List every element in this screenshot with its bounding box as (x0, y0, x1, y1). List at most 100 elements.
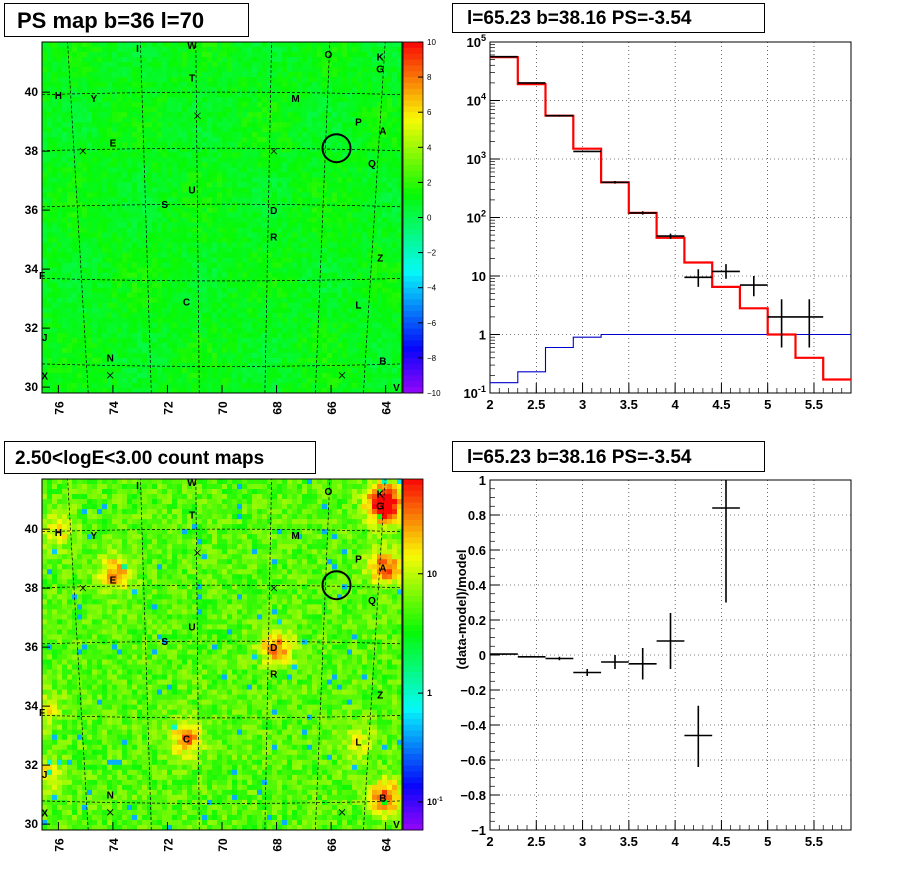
map-cell (192, 282, 198, 289)
map-cell (72, 62, 78, 68)
map-cell (152, 82, 158, 88)
map-cell (167, 232, 173, 238)
map-cell (172, 87, 178, 93)
map-cell (52, 172, 58, 178)
map-cell (97, 287, 103, 294)
map-cell (257, 312, 263, 319)
map-cell (192, 112, 198, 118)
map-cell (322, 347, 328, 354)
map-cell (137, 357, 143, 364)
map-cell (302, 217, 308, 223)
map-cell (137, 282, 143, 289)
map-cell (257, 272, 263, 279)
map-cell (242, 292, 248, 299)
map-cell (167, 362, 173, 369)
map-cell (197, 182, 203, 188)
map-cell (372, 212, 378, 218)
map-cell (117, 52, 123, 58)
map-cell (292, 52, 298, 58)
map-cell (172, 207, 178, 213)
map-cell (282, 47, 288, 53)
map-cell (162, 367, 168, 374)
map-cell (72, 197, 78, 203)
map-cell (267, 297, 273, 304)
map-cell (57, 322, 63, 329)
map-cell (272, 107, 278, 113)
map-cell (347, 167, 353, 173)
map-cell (202, 47, 208, 53)
map-cell (217, 177, 223, 183)
map-cell (317, 337, 323, 344)
map-cell (257, 367, 263, 374)
map-cell (257, 77, 263, 83)
map-cell (222, 307, 228, 314)
map-cell (212, 357, 218, 364)
map-cell (322, 382, 328, 389)
map-cell (312, 352, 318, 359)
map-cell (117, 137, 123, 143)
map-cell (167, 237, 173, 243)
map-cell (342, 57, 348, 63)
map-cell (247, 297, 253, 304)
map-cell (52, 297, 58, 304)
map-cell (232, 302, 238, 309)
map-cell (62, 257, 68, 264)
map-cell (182, 242, 188, 248)
map-cell (387, 127, 393, 133)
map-cell (192, 312, 198, 319)
map-cell (162, 192, 168, 198)
map-cell (112, 352, 118, 359)
map-cell (362, 332, 368, 339)
map-cell (42, 272, 48, 279)
map-cell (252, 332, 258, 339)
map-cell (187, 162, 193, 168)
map-cell (72, 207, 78, 213)
map-cell (337, 277, 343, 284)
map-cell (257, 252, 263, 259)
map-cell (277, 352, 283, 359)
map-cell (262, 212, 268, 218)
map-cell (87, 117, 93, 123)
map-cell (282, 297, 288, 304)
map-cell (257, 247, 263, 253)
map-cell (237, 287, 243, 294)
map-cell (167, 87, 173, 93)
map-cell (307, 52, 313, 58)
map-cell (352, 82, 358, 88)
map-cell (217, 287, 223, 294)
map-cell (377, 357, 383, 364)
map-cell (387, 322, 393, 329)
map-cell (87, 352, 93, 359)
map-cell (302, 127, 308, 133)
map-cell (197, 222, 203, 228)
map-cell (142, 197, 148, 203)
map-cell (212, 317, 218, 324)
map-cell (377, 302, 383, 309)
map-cell (257, 282, 263, 289)
map-cell (152, 247, 158, 253)
map-cell (347, 57, 353, 63)
map-cell (42, 227, 48, 233)
map-cell (132, 162, 138, 168)
map-cell (332, 62, 338, 68)
map-cell (162, 362, 168, 369)
map-cell (202, 122, 208, 128)
map-cell (107, 282, 113, 289)
map-cell (187, 92, 193, 98)
map-cell (167, 132, 173, 138)
map-cell (322, 67, 328, 73)
map-cell (332, 107, 338, 113)
map-cell (122, 102, 128, 108)
map-cell (342, 207, 348, 213)
map-cell (192, 262, 198, 269)
map-cell (257, 177, 263, 183)
map-cell (82, 232, 88, 238)
map-cell (42, 47, 48, 53)
map-cell (122, 187, 128, 193)
map-cell (77, 322, 83, 329)
map-cell (347, 187, 353, 193)
map-cell (272, 367, 278, 374)
map-cell (262, 252, 268, 259)
map-cell (292, 262, 298, 269)
map-cell (57, 222, 63, 228)
